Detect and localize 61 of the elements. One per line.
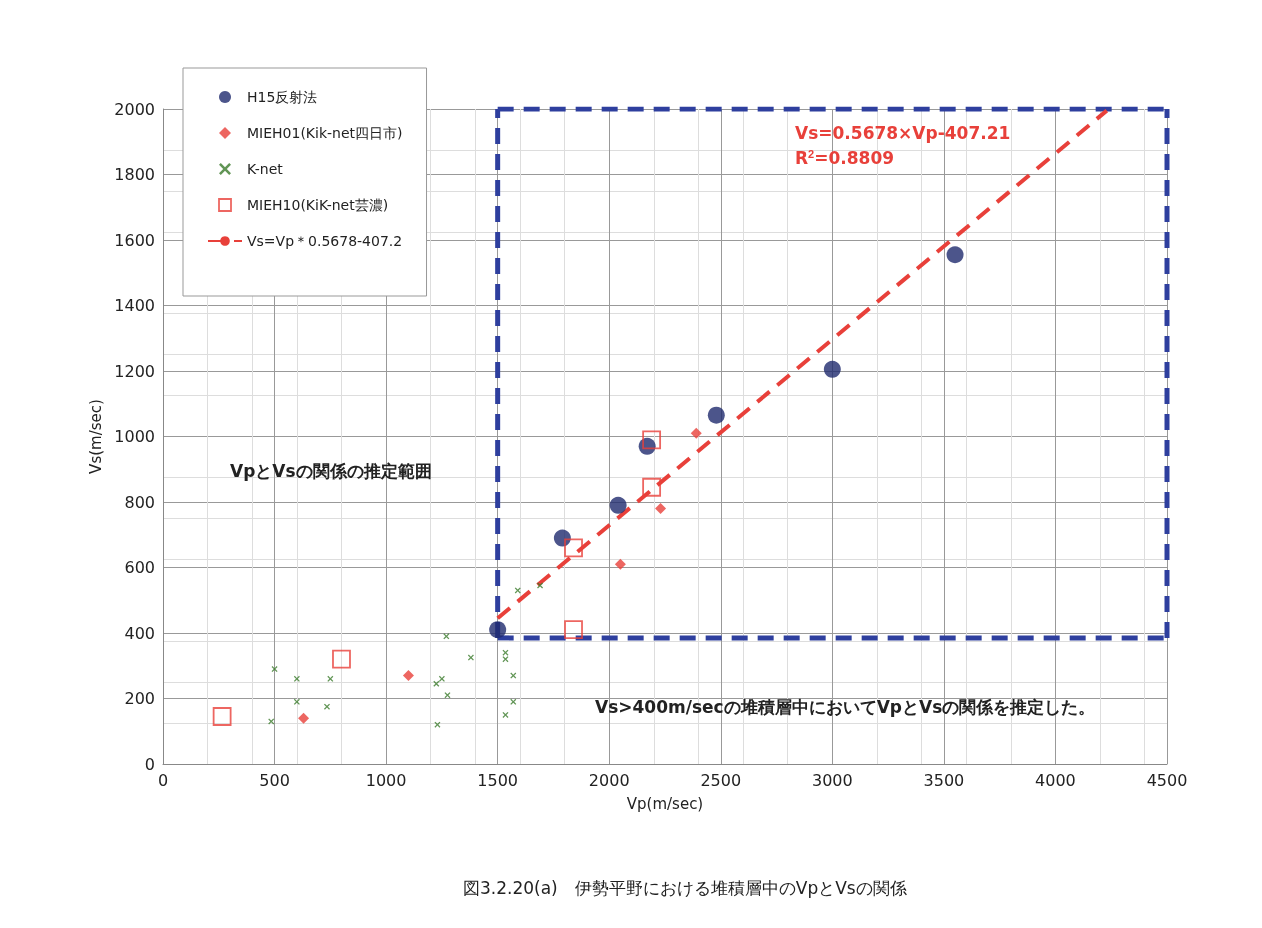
point [268, 718, 275, 725]
point [212, 707, 232, 726]
annotation: VpとVsの関係の推定範囲 [230, 460, 432, 481]
point [609, 496, 627, 514]
point [434, 721, 441, 728]
y-tick-label: 1400 [114, 296, 155, 315]
annotation: Vs=0.5678×Vp-407.21 [795, 122, 1011, 143]
text: 図3.2.20(a) 伊勢平野における堆積層中のVpとVsの関係 [463, 877, 907, 898]
point [323, 703, 330, 710]
y-tick-label: 1000 [114, 427, 155, 446]
legend-label: MIEH10(KiK-net芸濃) [247, 197, 389, 213]
x-tick-label: 4500 [1146, 770, 1188, 790]
point [707, 406, 725, 424]
point [444, 692, 451, 699]
x-tick-label: 4000 [1035, 770, 1076, 790]
point [402, 670, 414, 682]
point [655, 503, 667, 515]
x-tick-label: 1500 [477, 770, 519, 790]
annotation: Vs>400m/secの堆積層中においてVpとVsの関係を推定した。 [595, 696, 1096, 717]
point [690, 427, 702, 439]
x-tick-label: 0 [157, 770, 169, 790]
x-tick-label: 1000 [365, 770, 407, 790]
point [614, 558, 626, 570]
y-tick-label: 600 [124, 558, 155, 577]
legend-label: Vs=Vp＊0.5678-407.2 [247, 233, 403, 249]
point [510, 672, 517, 679]
point [298, 712, 310, 724]
point [564, 620, 583, 640]
y-tick-label: 1200 [114, 361, 155, 381]
point [327, 675, 334, 682]
legend-label: MIEH01(Kik-net四日市) [247, 125, 403, 141]
x-tick-label: 3500 [923, 770, 965, 790]
y-tick-label: 0 [144, 754, 155, 774]
legend-label: K-net [247, 161, 284, 177]
point [946, 246, 964, 264]
point [823, 360, 841, 378]
y-axis-title: Vs(m/sec) [86, 399, 105, 474]
x-tick-label: 3000 [811, 770, 853, 790]
legend-label: H15反射法 [247, 89, 318, 105]
y-tick-label: 400 [124, 623, 155, 643]
point [642, 430, 662, 450]
x-tick-label: 2500 [700, 770, 742, 790]
y-tick-label: 1800 [114, 165, 155, 184]
point [537, 582, 544, 589]
y-tick-label: 200 [124, 689, 155, 708]
point [514, 587, 521, 594]
point [642, 477, 662, 497]
point [271, 666, 278, 673]
x-tick-label: 2000 [588, 770, 630, 790]
point [489, 621, 507, 639]
point [332, 649, 351, 669]
point [502, 649, 509, 656]
point [502, 711, 509, 718]
point [564, 538, 583, 558]
y-tick-label: 1600 [114, 230, 155, 250]
point [502, 656, 509, 663]
x-tick-label: 500 [259, 770, 290, 790]
x-axis-title: Vp(m/sec) [626, 794, 704, 813]
point [467, 654, 474, 661]
y-tick-label: 800 [124, 492, 155, 512]
y-tick-label: 2000 [114, 99, 155, 119]
